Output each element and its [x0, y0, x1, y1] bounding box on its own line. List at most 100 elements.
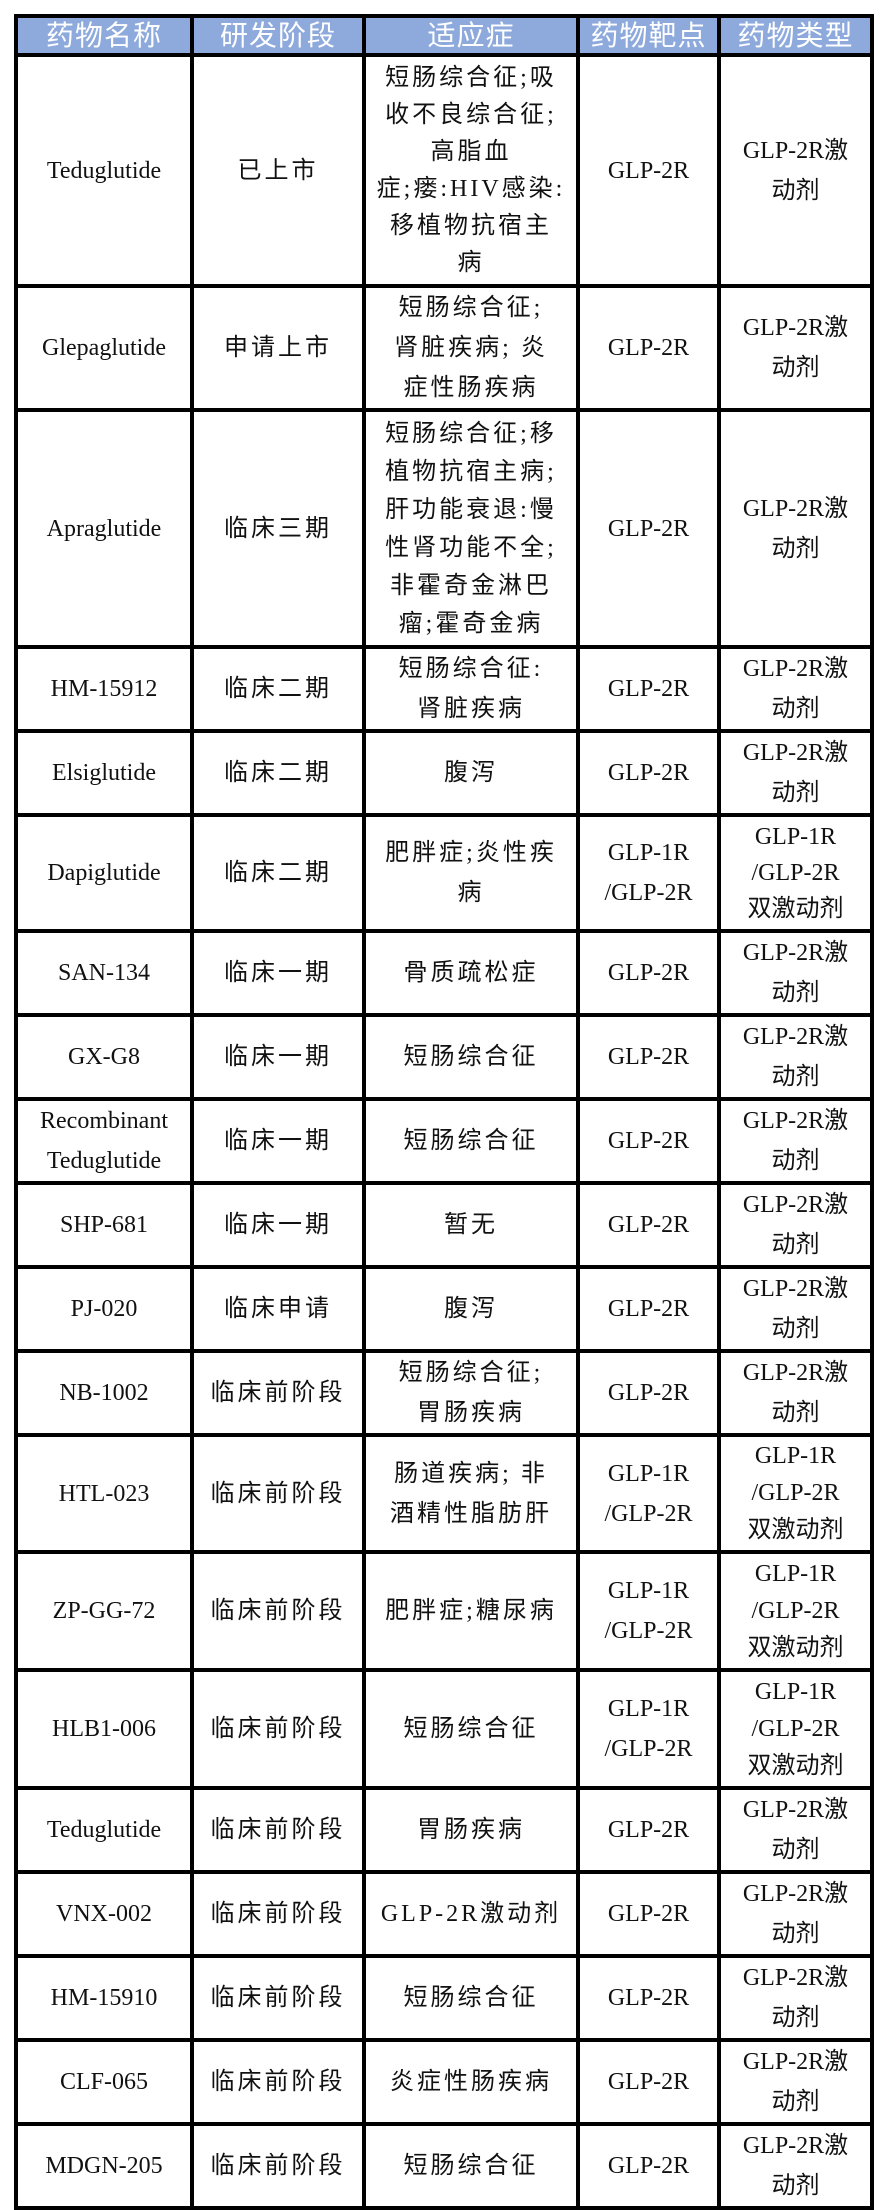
header-drug-type: 药物类型 — [717, 14, 874, 57]
cell-indication: 短肠综合征;吸 收不良综合征; 高脂血 症;瘘:HIV感染: 移植物抗宿主 病 — [362, 53, 580, 288]
cell-stage: 临床一期 — [190, 1097, 366, 1185]
cell-target: GLP-1R /GLP-2R — [576, 1668, 721, 1790]
cell-stage: 临床三期 — [190, 408, 366, 649]
table-row: Elsiglutide 临床二期 腹泻 GLP-2R GLP-2R激 动剂 — [14, 729, 874, 817]
cell-drug-type: GLP-2R激 动剂 — [717, 1954, 874, 2042]
cell-target: GLP-2R — [576, 2038, 721, 2126]
cell-drug-type: GLP-2R激 动剂 — [717, 2038, 874, 2126]
cell-target: GLP-2R — [576, 1097, 721, 1185]
table-row: VNX-002 临床前阶段 GLP-2R激动剂 GLP-2R GLP-2R激 动剂 — [14, 1870, 874, 1958]
cell-drug-type: GLP-1R /GLP-2R 双激动剂 — [717, 1433, 874, 1554]
table-row: Apraglutide 临床三期 短肠综合征;移 植物抗宿主病; 肝功能衰退:慢 性… — [14, 408, 874, 649]
cell-drug-type: GLP-2R激 动剂 — [717, 53, 874, 288]
cell-drug-type: GLP-2R激 动剂 — [717, 1349, 874, 1437]
cell-drug-name: Apraglutide — [14, 408, 194, 649]
header-drug-name: 药物名称 — [14, 14, 194, 57]
cell-indication: 短肠综合征; 胃肠疾病 — [362, 1349, 580, 1437]
cell-drug-name: HM-15912 — [14, 645, 194, 733]
table-row: PJ-020 临床申请 腹泻 GLP-2R GLP-2R激 动剂 — [14, 1265, 874, 1353]
cell-indication: 肥胖症;糖尿病 — [362, 1550, 580, 1672]
header-row: 药物名称 研发阶段 适应症 药物靶点 药物类型 — [14, 14, 874, 57]
cell-drug-name: CLF-065 — [14, 2038, 194, 2126]
cell-drug-type: GLP-2R激 动剂 — [717, 929, 874, 1017]
cell-stage: 临床前阶段 — [190, 1550, 366, 1672]
table-row: MDGN-205 临床前阶段 短肠综合征 GLP-2R GLP-2R激 动剂 — [14, 2122, 874, 2210]
cell-drug-name: Dapiglutide — [14, 813, 194, 933]
header-target: 药物靶点 — [576, 14, 721, 57]
table-row: NB-1002 临床前阶段 短肠综合征; 胃肠疾病 GLP-2R GLP-2R激 动剂 — [14, 1349, 874, 1437]
cell-drug-name: Teduglutide — [14, 1786, 194, 1874]
cell-drug-name: HM-15910 — [14, 1954, 194, 2042]
cell-target: GLP-2R — [576, 1013, 721, 1101]
cell-drug-type: GLP-2R激 动剂 — [717, 1870, 874, 1958]
cell-target: GLP-2R — [576, 929, 721, 1017]
cell-target: GLP-2R — [576, 1954, 721, 2042]
cell-stage: 临床一期 — [190, 1181, 366, 1269]
cell-stage: 临床前阶段 — [190, 1668, 366, 1790]
cell-target: GLP-2R — [576, 1349, 721, 1437]
cell-drug-name: SAN-134 — [14, 929, 194, 1017]
cell-drug-name: HTL-023 — [14, 1433, 194, 1554]
cell-drug-name: ZP-GG-72 — [14, 1550, 194, 1672]
cell-stage: 临床前阶段 — [190, 1349, 366, 1437]
cell-drug-name: HLB1-006 — [14, 1668, 194, 1790]
cell-drug-type: GLP-2R激 动剂 — [717, 284, 874, 412]
cell-indication: 肠道疾病; 非 酒精性脂肪肝 — [362, 1433, 580, 1554]
cell-stage: 临床一期 — [190, 929, 366, 1017]
table-row: Teduglutide 已上市 短肠综合征;吸 收不良综合征; 高脂血 症;瘘:HI… — [14, 53, 874, 288]
cell-stage: 临床前阶段 — [190, 2122, 366, 2210]
cell-drug-type: GLP-2R激 动剂 — [717, 408, 874, 649]
cell-stage: 临床前阶段 — [190, 1433, 366, 1554]
cell-indication: 暂无 — [362, 1181, 580, 1269]
cell-drug-name: NB-1002 — [14, 1349, 194, 1437]
cell-drug-name: GX-G8 — [14, 1013, 194, 1101]
table-row: Teduglutide 临床前阶段 胃肠疾病 GLP-2R GLP-2R激 动剂 — [14, 1786, 874, 1874]
cell-target: GLP-2R — [576, 53, 721, 288]
table-row: Dapiglutide 临床二期 肥胖症;炎性疾 病 GLP-1R /GLP-2R GL… — [14, 813, 874, 933]
cell-target: GLP-1R /GLP-2R — [576, 813, 721, 933]
drug-pipeline-table: 药物名称 研发阶段 适应症 药物靶点 药物类型 Teduglutide 已上市 短肠… — [14, 14, 874, 2210]
cell-indication: 短肠综合征;移 植物抗宿主病; 肝功能衰退:慢 性肾功能不全; 非霍奇金淋巴 瘤… — [362, 408, 580, 649]
cell-target: GLP-2R — [576, 2122, 721, 2210]
cell-target: GLP-2R — [576, 729, 721, 817]
cell-drug-type: GLP-2R激 动剂 — [717, 645, 874, 733]
cell-stage: 临床前阶段 — [190, 2038, 366, 2126]
header-indication: 适应症 — [362, 14, 580, 57]
cell-stage: 临床申请 — [190, 1265, 366, 1353]
cell-indication: 腹泻 — [362, 729, 580, 817]
cell-drug-type: GLP-1R /GLP-2R 双激动剂 — [717, 813, 874, 933]
cell-stage: 已上市 — [190, 53, 366, 288]
cell-indication: 短肠综合征: 肾脏疾病 — [362, 645, 580, 733]
table-row: ZP-GG-72 临床前阶段 肥胖症;糖尿病 GLP-1R /GLP-2R GLP-1R… — [14, 1550, 874, 1672]
cell-stage: 临床前阶段 — [190, 1870, 366, 1958]
cell-indication: 短肠综合征 — [362, 1954, 580, 2042]
table-row: HM-15912 临床二期 短肠综合征: 肾脏疾病 GLP-2R GLP-2R激 动剂 — [14, 645, 874, 733]
cell-drug-type: GLP-1R /GLP-2R 双激动剂 — [717, 1668, 874, 1790]
cell-target: GLP-2R — [576, 1786, 721, 1874]
cell-drug-type: GLP-2R激 动剂 — [717, 729, 874, 817]
header-stage: 研发阶段 — [190, 14, 366, 57]
cell-drug-type: GLP-2R激 动剂 — [717, 2122, 874, 2210]
cell-stage: 临床二期 — [190, 645, 366, 733]
cell-indication: 短肠综合征 — [362, 1668, 580, 1790]
cell-target: GLP-2R — [576, 645, 721, 733]
cell-stage: 临床二期 — [190, 729, 366, 817]
cell-target: GLP-2R — [576, 1265, 721, 1353]
cell-drug-name: Glepaglutide — [14, 284, 194, 412]
cell-drug-type: GLP-1R /GLP-2R 双激动剂 — [717, 1550, 874, 1672]
table-row: SHP-681 临床一期 暂无 GLP-2R GLP-2R激 动剂 — [14, 1181, 874, 1269]
cell-target: GLP-2R — [576, 408, 721, 649]
cell-target: GLP-2R — [576, 1181, 721, 1269]
table-row: SAN-134 临床一期 骨质疏松症 GLP-2R GLP-2R激 动剂 — [14, 929, 874, 1017]
cell-indication: 骨质疏松症 — [362, 929, 580, 1017]
cell-drug-type: GLP-2R激 动剂 — [717, 1013, 874, 1101]
cell-drug-name: Recombinant Teduglutide — [14, 1097, 194, 1185]
cell-drug-name: SHP-681 — [14, 1181, 194, 1269]
table-row: CLF-065 临床前阶段 炎症性肠疾病 GLP-2R GLP-2R激 动剂 — [14, 2038, 874, 2126]
cell-drug-name: Teduglutide — [14, 53, 194, 288]
cell-drug-type: GLP-2R激 动剂 — [717, 1786, 874, 1874]
cell-indication: 肥胖症;炎性疾 病 — [362, 813, 580, 933]
table-row: HM-15910 临床前阶段 短肠综合征 GLP-2R GLP-2R激 动剂 — [14, 1954, 874, 2042]
cell-drug-name: MDGN-205 — [14, 2122, 194, 2210]
cell-target: GLP-1R /GLP-2R — [576, 1433, 721, 1554]
